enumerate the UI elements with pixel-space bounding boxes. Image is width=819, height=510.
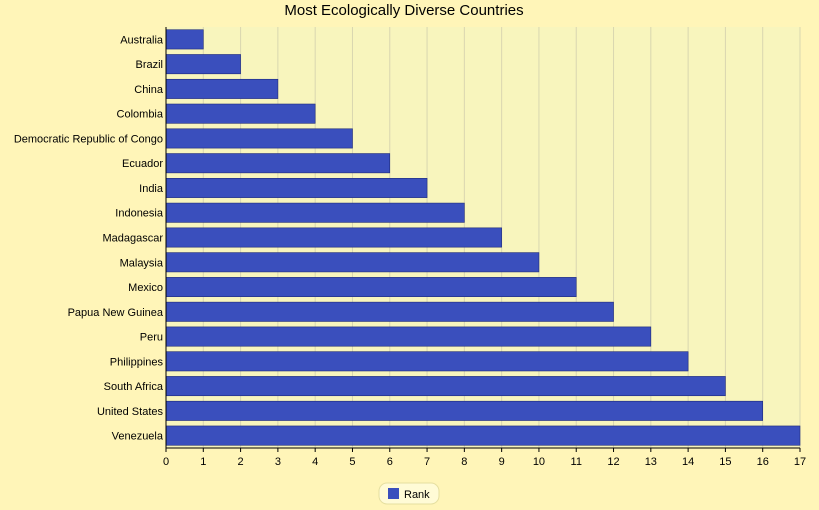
category-label: South Africa [104,381,164,393]
legend-label: Rank [404,489,430,501]
category-label: Malaysia [120,257,164,269]
bars-group [165,29,801,446]
x-tick-label: 10 [533,456,545,468]
bar[interactable] [165,153,391,174]
x-tick-label: 11 [571,456,582,468]
axes [165,27,801,452]
x-tick-label: 8 [461,456,467,468]
x-tick-label: 14 [682,456,694,468]
bar[interactable] [165,252,540,273]
bar[interactable] [165,128,353,149]
x-tick-label: 16 [757,456,769,468]
bar[interactable] [165,29,204,50]
x-tick-label: 9 [499,456,505,468]
category-label: Brazil [135,59,163,71]
tick-labels: 0 1 2 3 4 5 6 7 8 9 10 11 12 13 14 15 16 17 [163,456,806,468]
category-label: Venezuela [112,431,164,443]
x-tick-label: 0 [163,456,169,468]
bar[interactable] [165,103,316,124]
category-labels: Australia Brazil China Colombia Democratic R… [14,34,164,442]
bar[interactable] [165,277,577,297]
category-label: India [139,183,164,195]
bar[interactable] [165,376,726,397]
category-label: Ecuador [122,158,163,170]
legend[interactable]: Rank [378,482,440,505]
category-label: Madagascar [102,233,163,245]
x-tick-label: 12 [607,456,619,468]
bar[interactable] [165,326,652,347]
category-label: Peru [140,332,163,344]
x-tick-label: 13 [645,456,657,468]
bar[interactable] [165,425,801,446]
category-label: Democratic Republic of Congo [14,133,163,145]
legend-swatch [388,488,399,499]
bar[interactable] [165,78,279,99]
x-tick-label: 17 [794,456,806,468]
x-tick-label: 2 [238,456,244,468]
bar[interactable] [165,351,689,372]
chart-title: Most Ecologically Diverse Countries [284,2,523,19]
x-tick-label: 4 [312,456,318,468]
category-label: Colombia [117,109,164,121]
bar[interactable] [165,202,465,223]
category-label: United States [97,406,164,418]
x-tick-label: 5 [349,456,355,468]
x-tick-label: 3 [275,456,281,468]
category-label: Indonesia [115,208,164,220]
x-tick-label: 6 [387,456,393,468]
x-tick-label: 1 [200,456,206,468]
category-label: Australia [120,34,164,46]
bar[interactable] [165,227,502,248]
category-label: Mexico [128,282,163,294]
bar[interactable] [165,301,614,322]
category-label: Philippines [110,356,164,368]
category-label: China [134,84,164,96]
category-label: Papua New Guinea [68,307,164,319]
bar[interactable] [165,400,764,421]
bar[interactable] [165,54,241,75]
bar[interactable] [165,178,428,198]
x-tick-label: 7 [424,456,430,468]
x-tick-label: 15 [719,456,731,468]
